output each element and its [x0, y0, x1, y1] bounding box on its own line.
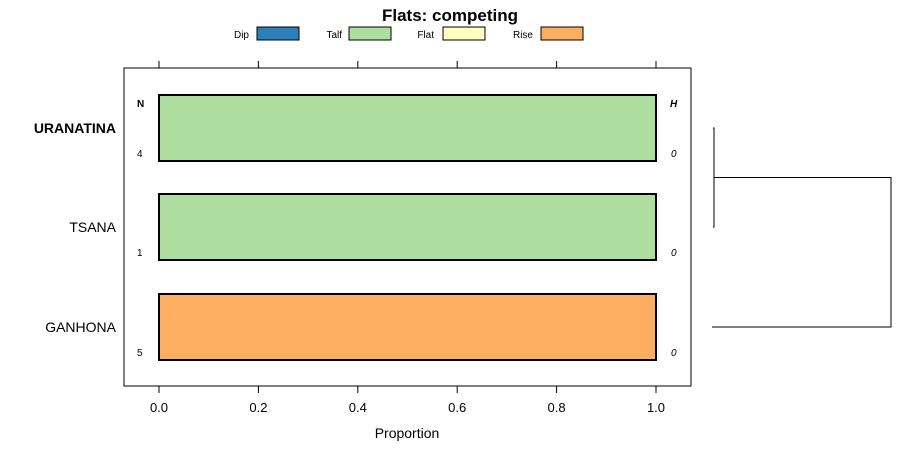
x-tick-label-3: 0.6: [448, 400, 466, 415]
bar-uranatina-talf: [158, 94, 657, 162]
category-label-ganhona: GANHONA: [45, 319, 116, 335]
h-value-uranatina: 0: [671, 149, 677, 160]
x-axis: 0.0 0.2 0.4 0.6 0.8 1.0: [150, 61, 665, 415]
legend-label-flat: Flat: [417, 30, 434, 41]
n-header: N: [137, 99, 144, 110]
legend-label-dip: Dip: [234, 30, 249, 41]
dendrogram-merge-1: [713, 127, 715, 228]
x-tick-label-2: 0.4: [349, 400, 367, 415]
legend-label-rise: Rise: [513, 30, 533, 41]
legend-label-talf: Talf: [326, 30, 342, 41]
legend-swatch-talf: [348, 26, 392, 41]
bar-ganhona-rise: [158, 293, 657, 361]
legend-swatch-dip: [256, 26, 300, 41]
category-label-tsana: TSANA: [69, 219, 116, 235]
x-tick-label-4: 0.8: [548, 400, 566, 415]
n-value-ganhona: 5: [137, 348, 143, 359]
chart-title: Flats: competing: [382, 6, 518, 25]
h-header: H: [670, 99, 678, 110]
category-label-uranatina: URANATINA: [34, 120, 116, 136]
x-tick-label-5: 1.0: [647, 400, 665, 415]
n-value-uranatina: 4: [137, 149, 143, 160]
x-tick-label-1: 0.2: [249, 400, 267, 415]
x-axis-title: Proportion: [375, 425, 440, 441]
bar-tsana-talf: [158, 193, 657, 261]
h-value-tsana: 0: [671, 248, 677, 259]
h-value-ganhona: 0: [671, 348, 677, 359]
legend-swatch-rise: [540, 26, 584, 41]
legend: Dip Talf Flat Rise: [234, 26, 584, 41]
bars: URANATINA 4 0 TSANA 1 0 GANHONA 5 0: [34, 94, 677, 361]
n-value-tsana: 1: [137, 248, 143, 259]
dendrogram-merge-2: [712, 177, 892, 328]
legend-swatch-flat: [442, 26, 486, 41]
x-tick-label-0: 0.0: [150, 400, 168, 415]
dendrogram: [712, 127, 892, 328]
plot-frame: [123, 67, 692, 387]
